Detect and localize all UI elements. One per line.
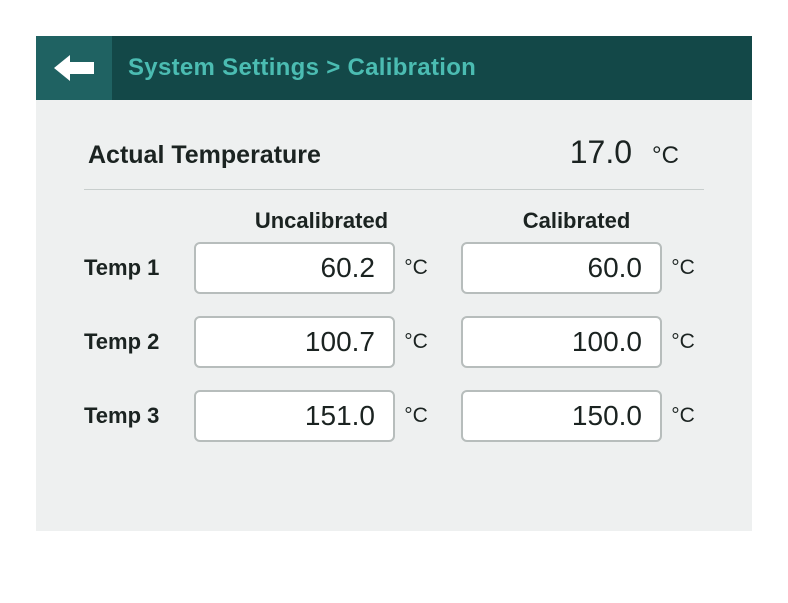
cell-temp2-calibrated: 100.0 °C	[461, 316, 704, 368]
table-row: Temp 1 60.2 °C 60.0 °C	[84, 242, 704, 294]
row-label-temp2: Temp 2	[84, 329, 194, 355]
actual-temperature-value: 17.0	[532, 134, 652, 171]
column-header-uncalibrated: Uncalibrated	[194, 208, 449, 234]
cell-temp2-uncalibrated: 100.7 °C	[194, 316, 437, 368]
input-temp3-calibrated[interactable]: 150.0	[461, 390, 662, 442]
back-arrow-icon	[54, 55, 94, 81]
unit-label: °C	[662, 330, 704, 354]
cell-temp1-uncalibrated: 60.2 °C	[194, 242, 437, 294]
column-header-calibrated: Calibrated	[449, 208, 704, 234]
back-button[interactable]	[36, 36, 112, 100]
column-headers: Uncalibrated Calibrated	[84, 208, 704, 234]
breadcrumb: System Settings > Calibration	[112, 54, 476, 82]
row-label-temp3: Temp 3	[84, 403, 194, 429]
unit-label: °C	[662, 404, 704, 428]
input-temp2-uncalibrated[interactable]: 100.7	[194, 316, 395, 368]
unit-label: °C	[395, 330, 437, 354]
unit-label: °C	[662, 256, 704, 280]
cell-temp3-calibrated: 150.0 °C	[461, 390, 704, 442]
input-temp2-calibrated[interactable]: 100.0	[461, 316, 662, 368]
actual-temperature-label: Actual Temperature	[88, 141, 532, 170]
input-temp3-uncalibrated[interactable]: 151.0	[194, 390, 395, 442]
cell-temp3-uncalibrated: 151.0 °C	[194, 390, 437, 442]
app-frame: System Settings > Calibration Actual Tem…	[36, 36, 752, 531]
table-row: Temp 2 100.7 °C 100.0 °C	[84, 316, 704, 368]
unit-label: °C	[395, 256, 437, 280]
row-label-temp1: Temp 1	[84, 255, 194, 281]
content-area: Actual Temperature 17.0 °C Uncalibrated …	[36, 100, 752, 442]
actual-temperature-unit: °C	[652, 142, 700, 170]
actual-temperature-row: Actual Temperature 17.0 °C	[84, 128, 704, 190]
header-bar: System Settings > Calibration	[36, 36, 752, 100]
table-row: Temp 3 151.0 °C 150.0 °C	[84, 390, 704, 442]
cell-temp1-calibrated: 60.0 °C	[461, 242, 704, 294]
input-temp1-calibrated[interactable]: 60.0	[461, 242, 662, 294]
input-temp1-uncalibrated[interactable]: 60.2	[194, 242, 395, 294]
unit-label: °C	[395, 404, 437, 428]
